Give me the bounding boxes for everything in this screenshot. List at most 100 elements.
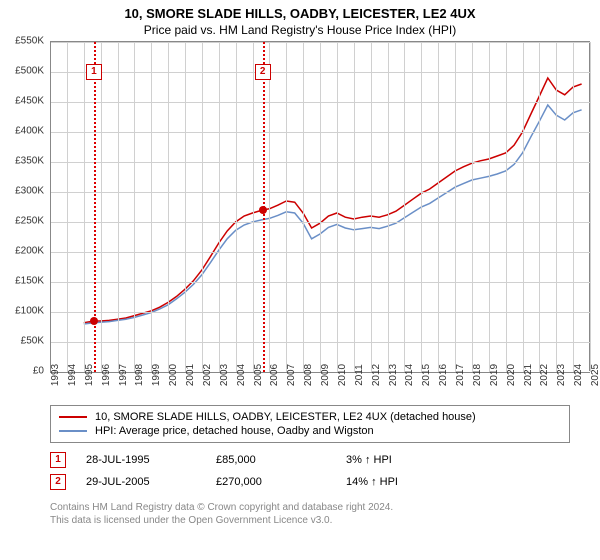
x-tick-label: 1997 [118,364,129,386]
y-tick-label: £50K [21,336,44,347]
chart-container: 10, SMORE SLADE HILLS, OADBY, LEICESTER,… [0,0,600,560]
gridline-v [118,42,119,372]
gridline-v [539,42,540,372]
transaction-price: £270,000 [216,476,346,488]
x-tick-label: 2011 [354,364,365,386]
x-tick-label: 1999 [151,364,162,386]
x-tick-label: 2025 [590,364,600,386]
x-tick-label: 2009 [320,364,331,386]
gridline-v [388,42,389,372]
y-tick-label: £350K [15,156,44,167]
gridline-v [168,42,169,372]
y-tick-label: £400K [15,126,44,137]
gridline-v [219,42,220,372]
x-tick-label: 2012 [371,364,382,386]
gridline-v [506,42,507,372]
gridline-v [421,42,422,372]
x-tick-label: 1993 [50,364,61,386]
transaction-hpi-delta: 14% ↑ HPI [346,476,476,488]
transactions-table: 128-JUL-1995£85,0003% ↑ HPI 2 29-JUL-2005£… [50,449,570,493]
x-tick-label: 2013 [388,364,399,386]
gridline-v [185,42,186,372]
gridline-v [303,42,304,372]
gridline-v [371,42,372,372]
x-tick-label: 2016 [438,364,449,386]
x-tick-label: 2010 [337,364,348,386]
x-tick-label: 2023 [556,364,567,386]
y-tick-label: £250K [15,216,44,227]
x-tick-label: 2020 [506,364,517,386]
gridline-v [404,42,405,372]
x-tick-label: 1998 [134,364,145,386]
gridline-v [573,42,574,372]
x-tick-label: 2019 [489,364,500,386]
series-line-property [84,78,582,323]
gridline-v [556,42,557,372]
x-tick-label: 2001 [185,364,196,386]
x-tick-label: 2024 [573,364,584,386]
x-tick-label: 2000 [168,364,179,386]
x-tick-label: 2002 [202,364,213,386]
gridline-v [489,42,490,372]
x-tick-label: 2006 [269,364,280,386]
gridline-v [269,42,270,372]
plot-region: 12 [50,41,590,371]
gridline-v [354,42,355,372]
gridline-v [50,42,51,372]
x-tick-label: 2008 [303,364,314,386]
gridline-v [84,42,85,372]
x-tick-label: 2007 [286,364,297,386]
chart-title: 10, SMORE SLADE HILLS, OADBY, LEICESTER,… [0,0,600,21]
gridline-v [438,42,439,372]
gridline-v [253,42,254,372]
y-tick-label: £500K [15,66,44,77]
gridline-v [337,42,338,372]
marker-label: 1 [86,64,102,80]
marker-point [259,206,267,214]
gridline-v [236,42,237,372]
marker-label: 2 [255,64,271,80]
gridline-v [202,42,203,372]
x-tick-label: 2022 [539,364,550,386]
footer-line-2: This data is licensed under the Open Gov… [50,514,570,527]
legend-item: 10, SMORE SLADE HILLS, OADBY, LEICESTER,… [59,410,561,424]
legend-item: HPI: Average price, detached house, Oadb… [59,424,561,438]
legend: 10, SMORE SLADE HILLS, OADBY, LEICESTER,… [50,405,570,443]
transaction-date: 29-JUL-2005 [86,476,216,488]
marker-point [90,317,98,325]
x-tick-label: 1996 [101,364,112,386]
gridline-v [472,42,473,372]
transaction-marker-id: 1 [50,452,66,468]
y-tick-label: £150K [15,276,44,287]
legend-label: 10, SMORE SLADE HILLS, OADBY, LEICESTER,… [95,411,476,423]
chart-area: 12 £0£50K£100K£150K£200K£250K£300K£350K£… [50,41,590,401]
chart-subtitle: Price paid vs. HM Land Registry's House … [0,21,600,41]
transaction-price: £85,000 [216,454,346,466]
y-tick-label: £100K [15,306,44,317]
x-tick-label: 2017 [455,364,466,386]
x-tick-label: 2021 [523,364,534,386]
gridline-v [590,42,591,372]
legend-swatch [59,416,87,418]
transaction-hpi-delta: 3% ↑ HPI [346,454,476,466]
gridline-v [286,42,287,372]
y-tick-label: £0 [33,366,44,377]
footer: Contains HM Land Registry data © Crown c… [50,501,570,527]
y-tick-label: £200K [15,246,44,257]
gridline-v [523,42,524,372]
gridline-v [320,42,321,372]
x-tick-label: 1995 [84,364,95,386]
x-tick-label: 1994 [67,364,78,386]
x-tick-label: 2003 [219,364,230,386]
transaction-row: 128-JUL-1995£85,0003% ↑ HPI [50,449,570,471]
transaction-marker-id: 2 [50,474,66,490]
transaction-row: 2 29-JUL-2005£270,00014% ↑ HPI [50,471,570,493]
gridline-v [455,42,456,372]
gridline-v [151,42,152,372]
gridline-v [101,42,102,372]
y-tick-label: £300K [15,186,44,197]
y-axis: £0£50K£100K£150K£200K£250K£300K£350K£400… [0,41,48,371]
x-tick-label: 2014 [404,364,415,386]
x-tick-label: 2005 [253,364,264,386]
y-tick-label: £450K [15,96,44,107]
